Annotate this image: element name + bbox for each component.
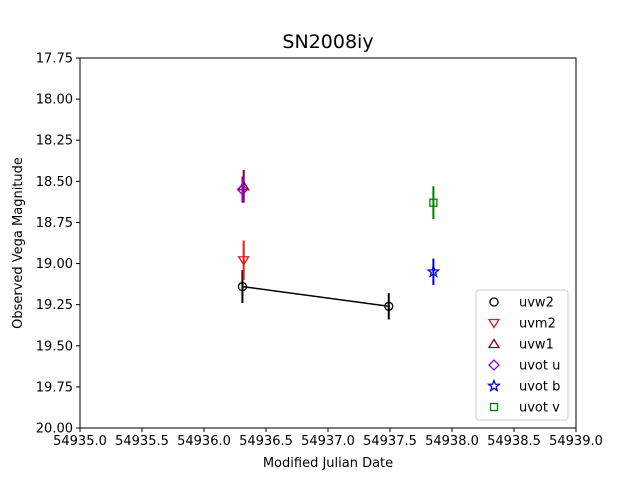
x-tick-label: 54938.5: [487, 434, 541, 449]
data-point: [426, 264, 441, 278]
x-axis: 54935.0 54935.5 54936.0 54936.5 54937.0 54937…: [53, 428, 603, 449]
data-point: [237, 281, 248, 292]
legend-label: uvot u: [519, 359, 560, 374]
series-uvot-u: [236, 176, 249, 203]
legend-marker: [489, 402, 499, 412]
series-uvot-b: [426, 258, 441, 285]
y-tick-label: 19.75: [36, 380, 73, 395]
legend-label: uvot v: [519, 401, 560, 416]
y-axis: 17.75 18.00 18.25 18.50 18.75 19.00 19.25 19.50…: [36, 52, 80, 437]
x-axis-label: Modified Julian Date: [263, 456, 393, 471]
data-point: [384, 301, 394, 311]
legend-marker: [487, 338, 501, 349]
legend-marker: [488, 359, 500, 371]
chart-title: SN2008iy: [282, 31, 373, 53]
data-point: [237, 256, 250, 266]
series-uvm2: [237, 240, 250, 280]
y-axis-label: Observed Vega Magnitude: [11, 157, 26, 329]
x-tick-label: 54938.0: [425, 434, 479, 449]
y-tick-label: 19.50: [36, 339, 73, 354]
data-point: [236, 183, 249, 196]
y-tick-label: 17.75: [36, 52, 73, 67]
legend-label: uvw1: [519, 338, 554, 353]
plot-marks: [236, 169, 441, 320]
y-tick-label: 18.00: [36, 93, 73, 108]
y-tick-label: 20.00: [36, 422, 73, 437]
legend-label: uvot b: [519, 380, 560, 395]
legend-marker: [487, 318, 501, 329]
legend-label: uvm2: [519, 317, 556, 332]
legend-label: uvw2: [519, 296, 554, 311]
series-uvw2: [237, 270, 394, 320]
x-tick-label: 54939.0: [549, 434, 603, 449]
x-tick-label: 54937.0: [301, 434, 355, 449]
x-tick-label: 54937.5: [363, 434, 417, 449]
series-uvot-v: [429, 186, 438, 220]
x-tick-label: 54935.5: [115, 434, 169, 449]
series-line: [242, 285, 389, 308]
y-tick-label: 19.00: [36, 257, 73, 272]
y-tick-label: 18.25: [36, 134, 73, 149]
x-tick-label: 54936.5: [239, 434, 293, 449]
legend-box: [475, 289, 569, 421]
y-tick-label: 18.75: [36, 216, 73, 231]
legend: uvw2 uvm2 uvw1 uvot u uvot b uvot v: [475, 289, 569, 421]
data-point: [429, 198, 438, 207]
y-tick-label: 18.50: [36, 175, 73, 190]
x-tick-label: 54935.0: [53, 434, 107, 449]
y-tick-label: 19.25: [36, 298, 73, 313]
legend-marker: [486, 378, 502, 392]
legend-marker: [489, 297, 499, 307]
x-tick-label: 54936.0: [177, 434, 231, 449]
